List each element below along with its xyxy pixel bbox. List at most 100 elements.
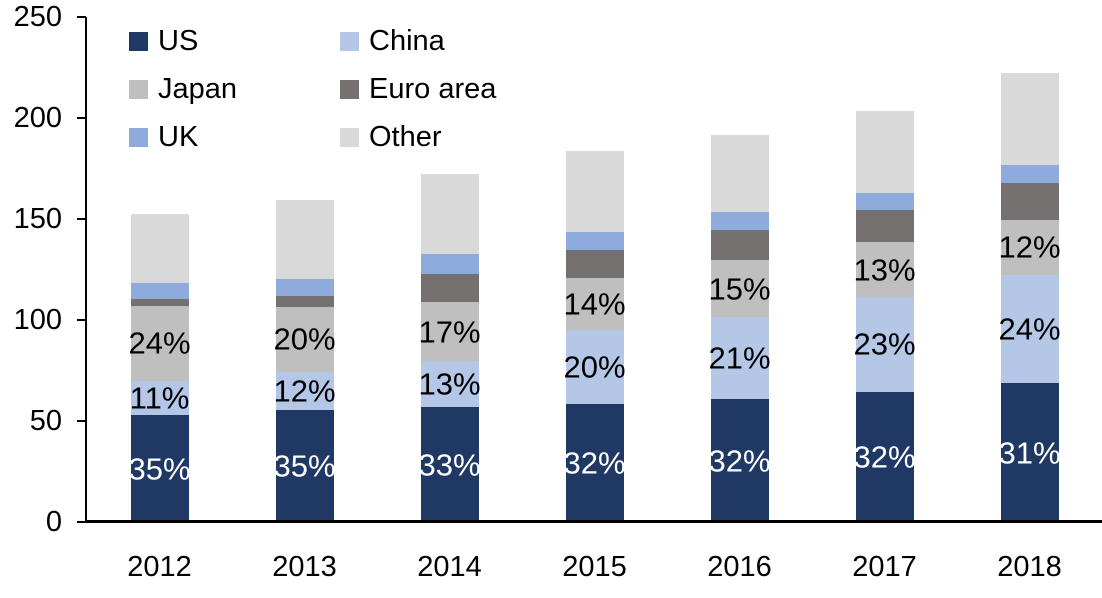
plot-area: 35% 11% 24% 35% 12% 20% 33% 13% 17% 32% 20% 14% 32% 2…	[87, 17, 1102, 523]
y-tick-label-150: 150	[13, 203, 62, 235]
segment-japan-2015: 14%	[563, 277, 626, 331]
x-axis-baseline	[85, 520, 1102, 523]
segment-euro-area-2018	[1000, 182, 1059, 221]
segment-label-japan-2012: 24%	[128, 325, 191, 361]
segment-japan-2012: 24%	[128, 305, 191, 381]
segment-china-2016: 21%	[708, 316, 771, 399]
segment-us-2015: 32%	[563, 403, 626, 523]
segment-label-china-2013: 12%	[273, 373, 336, 409]
x-axis-label-2016: 2016	[707, 551, 772, 583]
segment-label-us-2016: 32%	[708, 443, 771, 479]
segment-euro-area-2013	[275, 295, 334, 307]
y-tick-mark-150	[77, 218, 86, 220]
segment-japan-2016: 15%	[708, 260, 771, 317]
legend-item-us: US	[129, 25, 340, 58]
segment-label-china-2015: 20%	[563, 349, 626, 385]
segment-china-2013: 12%	[273, 371, 336, 410]
segment-other-2016	[710, 135, 769, 212]
segment-japan-2014: 17%	[418, 301, 481, 362]
legend: US China Japan Euro area UK Other	[129, 17, 496, 161]
legend-item-china: China	[340, 25, 496, 58]
segment-label-japan-2017: 13%	[853, 252, 916, 287]
segment-uk-2017	[855, 192, 914, 210]
legend-item-other: Other	[340, 121, 496, 154]
x-axis-labels: 2012 2013 2014 2015 2016 2017 2018	[87, 551, 1102, 584]
segment-us-2012: 35%	[128, 414, 191, 523]
legend-label-uk: UK	[158, 120, 199, 153]
segment-label-japan-2015: 14%	[563, 286, 626, 322]
segment-label-china-2012: 11%	[129, 380, 190, 416]
segment-japan-2017: 13%	[853, 242, 916, 297]
segment-china-2014: 13%	[418, 361, 481, 407]
legend-item-uk: UK	[129, 121, 340, 154]
y-tick-label-100: 100	[13, 304, 62, 336]
bar-2018: 31% 24% 12%	[998, 72, 1061, 523]
y-tick-mark-200	[77, 117, 86, 119]
segment-us-2017: 32%	[853, 391, 916, 523]
x-axis-label-2014: 2014	[417, 551, 482, 583]
bar-cell-2013: 35% 12% 20%	[232, 17, 377, 523]
segment-label-japan-2018: 12%	[998, 229, 1061, 265]
segment-other-2017	[855, 110, 914, 193]
y-tick-mark-0	[77, 521, 86, 523]
bar-2012: 35% 11% 24%	[128, 213, 191, 523]
legend-label-japan: Japan	[158, 72, 238, 105]
legend-swatch-japan-icon	[129, 79, 148, 99]
segment-label-us-2014: 33%	[418, 447, 481, 483]
segment-china-2018: 24%	[998, 274, 1061, 383]
segment-uk-2013	[275, 278, 334, 296]
legend-swatch-us-icon	[129, 31, 148, 51]
segment-label-china-2014: 13%	[418, 366, 481, 402]
segment-label-china-2016: 21%	[708, 340, 771, 376]
bar-cell-2015: 32% 20% 14%	[522, 17, 667, 523]
segment-label-us-2013: 35%	[273, 448, 336, 484]
segment-label-us-2015: 32%	[563, 445, 626, 481]
y-tick-label-50: 50	[29, 405, 62, 437]
segment-japan-2013: 20%	[273, 306, 336, 372]
segment-euro-area-2016	[710, 230, 769, 261]
legend-label-other: Other	[369, 120, 442, 153]
segment-label-us-2017: 32%	[853, 439, 916, 475]
bar-cell-2016: 32% 21% 15%	[667, 17, 812, 523]
segment-label-china-2017: 23%	[853, 326, 916, 362]
bar-2014: 33% 13% 17%	[418, 173, 481, 523]
segment-euro-area-2014	[420, 273, 479, 302]
segment-label-us-2012: 35%	[128, 451, 191, 487]
y-axis-line	[85, 17, 87, 523]
segment-label-japan-2013: 20%	[273, 321, 336, 357]
legend-label-us: US	[158, 24, 199, 57]
segment-uk-2014	[420, 254, 479, 274]
segment-uk-2018	[1000, 164, 1059, 183]
y-tick-label-0: 0	[45, 506, 62, 538]
bar-cell-2017: 32% 23% 13%	[812, 17, 957, 523]
bar-2015: 32% 20% 14%	[563, 151, 626, 523]
segment-japan-2018: 12%	[998, 220, 1061, 275]
segment-label-china-2018: 24%	[998, 311, 1061, 347]
legend-label-euro-area: Euro area	[369, 72, 497, 105]
legend-swatch-other-icon	[340, 127, 359, 147]
segment-other-2012	[130, 213, 189, 283]
segment-label-us-2018: 31%	[998, 435, 1061, 471]
segment-euro-area-2017	[855, 209, 914, 243]
segment-china-2015: 20%	[563, 330, 626, 404]
segment-other-2015	[565, 151, 624, 233]
x-axis-label-2013: 2013	[272, 551, 337, 583]
segment-us-2016: 32%	[708, 398, 771, 523]
segment-uk-2015	[565, 232, 624, 251]
legend-label-china: China	[369, 24, 445, 57]
bar-cell-2014: 33% 13% 17%	[377, 17, 522, 523]
y-tick-mark-100	[77, 319, 86, 321]
legend-swatch-uk-icon	[129, 127, 148, 147]
y-tick-mark-250	[77, 16, 86, 18]
legend-item-japan: Japan	[129, 73, 340, 106]
segment-uk-2016	[710, 211, 769, 231]
segment-other-2018	[1000, 72, 1059, 165]
segment-us-2018: 31%	[998, 382, 1061, 523]
x-axis-label-2015: 2015	[562, 551, 627, 583]
bar-2013: 35% 12% 20%	[273, 199, 336, 523]
legend-swatch-china-icon	[340, 31, 359, 51]
segment-china-2012: 11%	[129, 380, 190, 416]
legend-swatch-euro-area-icon	[340, 79, 359, 99]
bar-2017: 32% 23% 13%	[853, 110, 916, 523]
